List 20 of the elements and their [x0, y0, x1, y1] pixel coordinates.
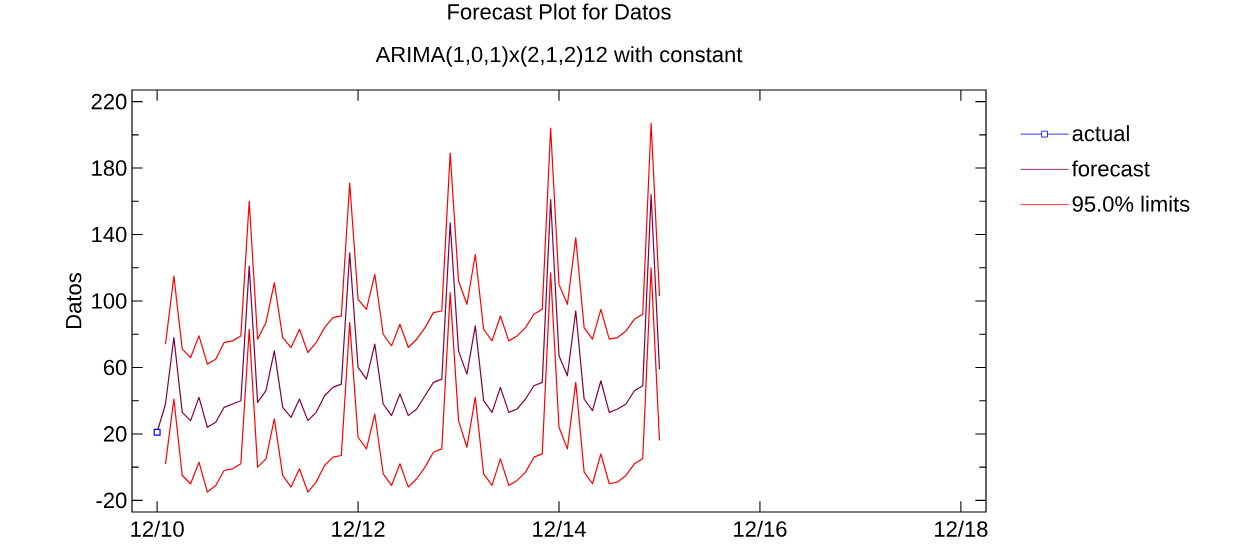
- legend-label: forecast: [1071, 160, 1150, 177]
- y-tick-label: 20: [103, 426, 127, 442]
- legend-label: 95.0% limits: [1072, 195, 1190, 212]
- y-tick-label: 220: [91, 93, 127, 110]
- x-tick-label: 12/10: [131, 520, 184, 537]
- y-tick-label: -20: [96, 492, 127, 509]
- line-series: [164, 122, 661, 365]
- x-tick-label: 12/14: [533, 520, 586, 537]
- x-tick-label: 12/18: [935, 520, 988, 537]
- chart-title: Forecast Plot for Datos: [448, 3, 671, 20]
- chart-subtitle: ARIMA(1,0,1)x(2,1,2)12 with constant: [375, 46, 743, 67]
- y-tick-label: 100: [92, 293, 127, 309]
- y-tick-label: 60: [103, 359, 127, 376]
- x-tick-label: 12/16: [734, 520, 787, 537]
- y-axis-title: Datos: [66, 273, 82, 328]
- x-tick-label: 12/12: [332, 520, 385, 537]
- line-series: [164, 267, 661, 493]
- y-tick-label: 180: [92, 160, 127, 176]
- legend-label: actual: [1072, 125, 1129, 142]
- y-tick-label: 140: [92, 226, 127, 243]
